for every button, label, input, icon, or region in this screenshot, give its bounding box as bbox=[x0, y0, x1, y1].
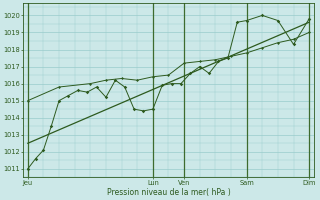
X-axis label: Pression niveau de la mer( hPa ): Pression niveau de la mer( hPa ) bbox=[107, 188, 230, 197]
